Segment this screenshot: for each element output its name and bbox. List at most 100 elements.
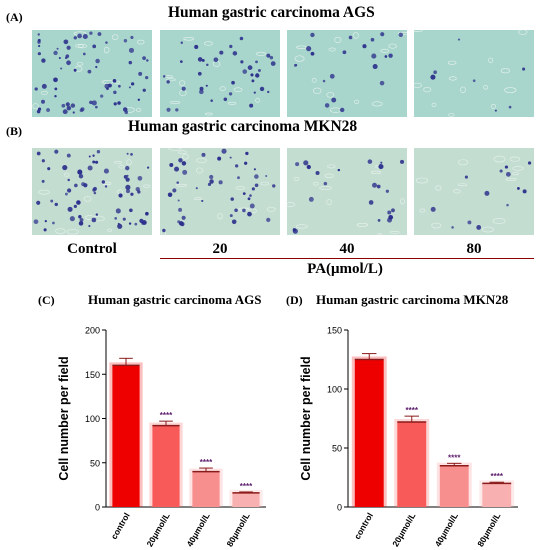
y-tick-label: 150 xyxy=(85,370,100,380)
category-label: 40μmol/L xyxy=(184,511,211,548)
stained-cell xyxy=(430,74,436,80)
stained-cell xyxy=(54,87,58,91)
stained-cell xyxy=(91,100,97,106)
stained-cell xyxy=(73,68,77,72)
stained-cell xyxy=(93,191,97,195)
stained-cell xyxy=(201,152,206,157)
stained-cell xyxy=(34,87,38,91)
stained-cell xyxy=(60,67,63,70)
stained-cell xyxy=(380,32,385,37)
stained-cell xyxy=(67,206,73,212)
stained-cell xyxy=(209,174,214,180)
stained-cell xyxy=(172,188,177,193)
stained-cell xyxy=(265,174,268,178)
stained-cell xyxy=(484,190,490,196)
stained-cell xyxy=(255,60,258,64)
stained-cell xyxy=(195,187,198,190)
stained-cell xyxy=(92,44,97,49)
stained-cell xyxy=(430,206,436,212)
stained-cell xyxy=(255,73,260,78)
stained-cell xyxy=(517,186,520,190)
stained-cell xyxy=(177,199,180,202)
significance-marker: **** xyxy=(240,482,253,491)
category-label: 80μmol/L xyxy=(224,511,251,548)
stained-cell xyxy=(95,58,100,64)
stained-cell xyxy=(76,200,81,205)
y-tick-label: 0 xyxy=(95,503,100,513)
stained-cell xyxy=(105,41,108,44)
stained-cell xyxy=(53,77,58,83)
stained-cell xyxy=(337,168,341,172)
stained-cell xyxy=(229,214,233,218)
stained-cell xyxy=(380,161,383,164)
stained-cell xyxy=(244,161,248,165)
stained-cell xyxy=(257,69,261,73)
stained-cell xyxy=(88,224,91,228)
stained-cell xyxy=(125,184,131,190)
stained-cell xyxy=(145,211,149,216)
stained-cell xyxy=(73,36,77,40)
stained-cell xyxy=(52,221,55,225)
stained-cell xyxy=(295,63,298,66)
micrograph-ags-40 xyxy=(287,30,407,117)
stained-cell xyxy=(54,202,58,207)
stained-cell xyxy=(162,228,166,233)
stained-cell xyxy=(37,44,41,48)
stained-cell xyxy=(400,159,405,164)
stained-cell xyxy=(242,69,248,74)
stained-cell xyxy=(122,107,128,112)
stained-cell xyxy=(229,156,232,159)
stained-cell xyxy=(259,86,265,92)
label-control: Control xyxy=(67,241,117,257)
stained-cell xyxy=(65,102,70,107)
stained-cell xyxy=(46,108,50,112)
micrograph-mkn-80 xyxy=(414,148,534,235)
stained-cell xyxy=(209,179,214,184)
stained-cell xyxy=(371,53,377,59)
stained-cell xyxy=(527,161,532,165)
bar xyxy=(397,422,427,507)
stained-cell xyxy=(306,164,311,170)
stained-cell xyxy=(137,98,141,101)
stained-cell xyxy=(249,103,254,108)
stained-cell xyxy=(451,226,454,229)
stained-cell xyxy=(377,218,381,222)
stained-cell xyxy=(253,91,256,94)
stained-cell xyxy=(56,47,59,50)
y-tick-label: 0 xyxy=(337,503,342,513)
stained-cell xyxy=(464,175,468,179)
stained-cell xyxy=(66,153,71,158)
stained-cell xyxy=(41,159,45,163)
stained-cell xyxy=(95,105,98,109)
stained-cell xyxy=(113,102,117,106)
stained-cell xyxy=(504,165,509,169)
stained-cell xyxy=(128,222,132,225)
panel-label-b: (B) xyxy=(6,124,22,138)
stained-cell xyxy=(237,176,240,180)
stained-cell xyxy=(247,65,253,71)
stained-cell xyxy=(254,174,259,179)
stained-cell xyxy=(62,109,68,115)
stained-cell xyxy=(92,160,96,164)
stained-cell xyxy=(166,80,170,84)
bar xyxy=(439,465,469,507)
stained-cell xyxy=(41,83,47,89)
stained-cell xyxy=(166,107,171,112)
category-label: 40μmol/L xyxy=(433,511,460,548)
stained-cell xyxy=(398,32,404,38)
stained-cell xyxy=(329,73,335,79)
stained-cell xyxy=(113,90,117,95)
stained-cell xyxy=(348,35,353,40)
stained-cell xyxy=(70,103,76,108)
stained-cell xyxy=(101,180,106,184)
stained-cell xyxy=(240,60,244,64)
stained-cell xyxy=(379,80,385,86)
stained-cell xyxy=(146,59,149,62)
stained-cell xyxy=(499,169,503,173)
stained-cell xyxy=(210,99,213,102)
stained-cell xyxy=(83,52,86,56)
category-label: control xyxy=(352,511,375,541)
title-mkn28: Human gastric carcinoma MKN28 xyxy=(128,118,358,135)
stained-cell xyxy=(231,80,235,85)
stained-cell xyxy=(272,184,276,188)
